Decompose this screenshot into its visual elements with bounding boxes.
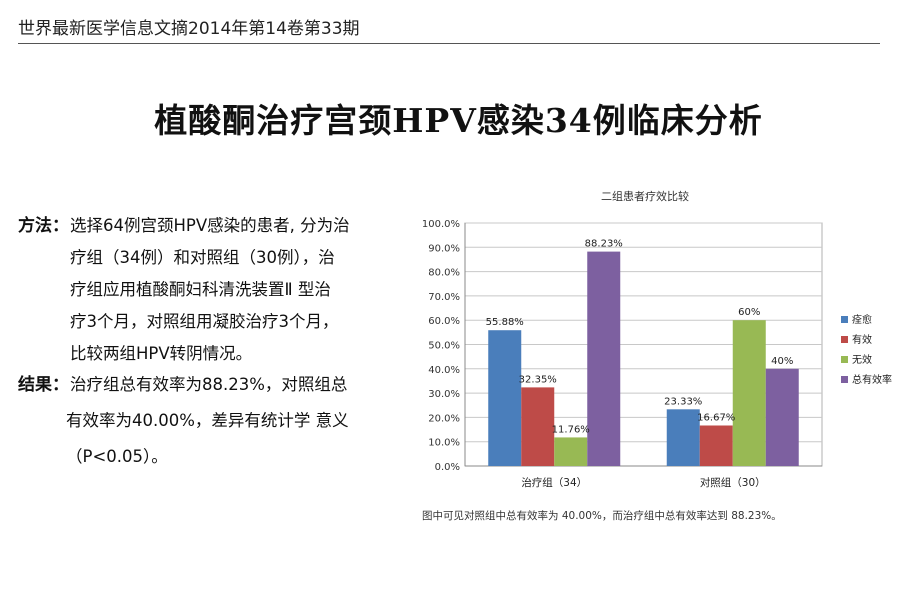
page-title: 植酸酮治疗宫颈HPV感染34例临床分析 xyxy=(154,101,763,140)
chart-caption: 图中可见对照组中总有效率为 40.00%，而治疗组中总有效率达到 88.23%。 xyxy=(422,510,782,522)
bar xyxy=(732,320,766,466)
legend-swatch xyxy=(841,356,848,363)
bar xyxy=(554,437,588,466)
legend-swatch xyxy=(841,316,848,323)
data-label: 23.33% xyxy=(664,396,702,407)
data-label: 55.88% xyxy=(486,317,524,328)
bar xyxy=(765,368,799,466)
bar xyxy=(521,387,555,466)
data-label: 11.76% xyxy=(552,424,590,435)
journal-header: 世界最新医学信息文摘2014年第14卷第33期 xyxy=(18,19,360,39)
bar xyxy=(666,409,700,466)
bar xyxy=(699,425,733,466)
methods-line: 疗组（34例）和对照组（30例），治 xyxy=(70,248,335,267)
header-divider xyxy=(18,43,880,44)
bar xyxy=(488,330,522,466)
chart-title: 二组患者疗效比较 xyxy=(601,189,689,203)
methods-paragraph: 方法： 选择64例宫颈HPV感染的患者, 分为治 疗组（34例）和对照组（30例… xyxy=(18,210,378,370)
legend-label: 总有效率 xyxy=(852,373,892,386)
data-label: 16.67% xyxy=(697,412,735,423)
legend-label: 痊愈 xyxy=(852,313,872,326)
results-label: 结果： xyxy=(18,375,69,395)
y-tick-label: 60.0% xyxy=(428,316,460,327)
legend-label: 有效 xyxy=(852,333,872,346)
efficacy-chart: 二组患者疗效比较 0.0% 10.0% 20.0% 30.0% 40.0% 50.0% 60… xyxy=(400,180,912,525)
results-line: （P<0.05）。 xyxy=(66,447,168,466)
category-label: 对照组（30） xyxy=(700,476,766,489)
y-tick-label: 20.0% xyxy=(428,413,460,424)
methods-line: 疗组应用植酸酮妇科清洗装置Ⅱ 型治 xyxy=(70,280,331,299)
y-tick-label: 40.0% xyxy=(428,365,460,376)
bar-chart-svg: 二组患者疗效比较 0.0% 10.0% 20.0% 30.0% 40.0% 50.0% 60… xyxy=(422,189,892,489)
results-paragraph: 结果： 治疗组总有效率为88.23%，对照组总 有效率为40.00%，差异有统计… xyxy=(18,367,378,475)
results-line: 有效率为40.00%，差异有统计学 意义 xyxy=(66,411,349,430)
data-label: 60% xyxy=(738,307,760,318)
methods-line: 疗3个月，对照组用凝胶治疗3个月， xyxy=(70,312,339,331)
legend-swatch xyxy=(841,376,848,383)
y-tick-label: 0.0% xyxy=(435,462,460,473)
category-label: 治疗组（34） xyxy=(521,476,587,489)
y-tick-label: 80.0% xyxy=(428,268,460,279)
bar xyxy=(587,251,621,466)
data-label: 40% xyxy=(771,356,793,367)
text-column: 方法： 选择64例宫颈HPV感染的患者, 分为治 疗组（34例）和对照组（30例… xyxy=(18,210,378,475)
y-tick-label: 30.0% xyxy=(428,389,460,400)
methods-line: 比较两组HPV转阴情况。 xyxy=(70,344,253,363)
data-label: 88.23% xyxy=(585,239,623,250)
y-tick-label: 100.0% xyxy=(422,219,460,230)
y-tick-label: 10.0% xyxy=(428,438,460,449)
y-tick-label: 50.0% xyxy=(428,341,460,352)
legend-label: 无效 xyxy=(852,353,872,366)
results-line: 治疗组总有效率为88.23%，对照组总 xyxy=(70,375,348,394)
methods-line: 选择64例宫颈HPV感染的患者, 分为治 xyxy=(70,216,350,235)
methods-label: 方法： xyxy=(18,216,69,236)
legend-swatch xyxy=(841,336,848,343)
y-tick-label: 70.0% xyxy=(428,292,460,303)
data-label: 32.35% xyxy=(519,374,557,385)
y-tick-label: 90.0% xyxy=(428,243,460,254)
